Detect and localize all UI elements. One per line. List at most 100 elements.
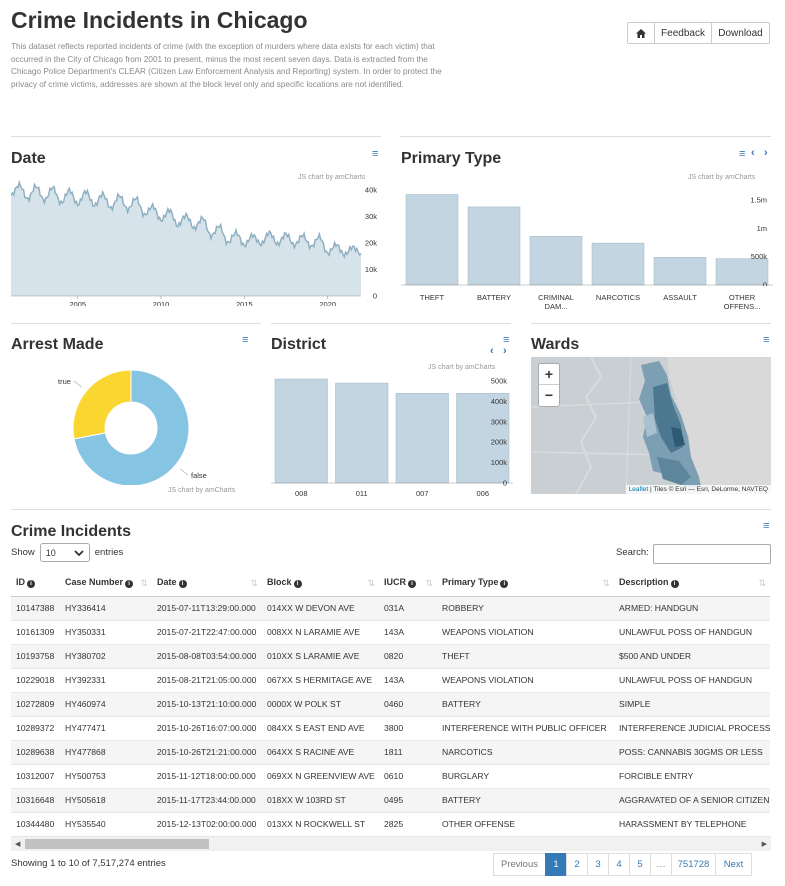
menu-icon[interactable]: ≡ (739, 148, 746, 160)
divider (11, 509, 771, 510)
menu-icon[interactable]: ≡ (763, 334, 770, 346)
table-cell: 10161309 (11, 619, 60, 644)
chevron-right-icon[interactable]: › (764, 147, 768, 159)
dataset-description: This dataset reflects reported incidents… (11, 42, 442, 89)
previous-page-button[interactable]: Previous (493, 853, 546, 876)
y-tick-label: 30k (365, 212, 377, 221)
scroll-left-icon[interactable]: ◀ (15, 841, 21, 848)
menu-icon[interactable]: ≡ (242, 334, 249, 346)
table-cell: HY380702 (60, 643, 152, 668)
home-icon (636, 28, 646, 38)
info-icon[interactable]: i (293, 580, 302, 589)
home-button[interactable] (627, 22, 655, 44)
y-tick-label: 40k (365, 186, 377, 195)
page-button[interactable]: 3 (587, 853, 609, 876)
chevron-right-icon[interactable]: › (503, 345, 507, 357)
sort-icon[interactable]: ⇅ (367, 578, 375, 588)
page-button[interactable]: 1 (545, 853, 567, 876)
column-header-label: Date (157, 577, 177, 588)
table-row[interactable]: 10147388 HY336414 2015-07-11T13:29:00.000 0… (11, 595, 770, 620)
feedback-button[interactable]: Feedback (654, 22, 712, 44)
column-header[interactable]: IUCR i ⇅ (379, 570, 437, 597)
sort-icon[interactable]: ⇅ (250, 578, 258, 588)
search-input[interactable] (653, 544, 771, 564)
table-cell: 031A (379, 595, 437, 620)
column-header[interactable]: Block i ⇅ (262, 570, 379, 597)
info-icon[interactable]: i (500, 580, 509, 589)
info-icon[interactable]: i (408, 580, 416, 589)
menu-icon[interactable]: ≡ (372, 148, 379, 160)
table-row[interactable]: 10193758 HY380702 2015-08-08T03:54:00.000 0… (11, 643, 770, 668)
chart-credit: JS chart by amCharts (298, 174, 366, 181)
chevron-left-icon[interactable]: ‹ (751, 147, 755, 159)
table-cell: WEAPONS VIOLATION (437, 667, 614, 692)
date-area-chart: 40k 30k 20k 10k 0 2005 2010 2015 2020 (11, 180, 377, 306)
table-cell: 2825 (379, 811, 437, 836)
page-button[interactable]: 2 (566, 853, 588, 876)
table-cell: UNLAWFUL POSS OF HANDGUN (614, 619, 770, 644)
leaflet-link[interactable]: Leaflet (628, 486, 649, 493)
column-header[interactable]: Case Number i ⇅ (60, 570, 152, 597)
divider (531, 323, 771, 324)
table-row[interactable]: 10289638 HY477868 2015-10-26T21:21:00.000 0… (11, 739, 770, 764)
table-cell: HY505618 (60, 787, 152, 812)
table-cell: 10193758 (11, 643, 60, 668)
scroll-right-icon[interactable]: ▶ (761, 841, 767, 848)
page-button[interactable]: 4 (608, 853, 630, 876)
wards-map[interactable]: + − Leaflet | Tiles © Esri — Esri, DeLor… (531, 357, 771, 494)
next-page-button[interactable]: Next (715, 853, 752, 876)
table-cell: 2015-10-13T21:10:00.000 (152, 691, 262, 716)
sort-icon[interactable]: ⇅ (602, 578, 610, 588)
table-scroll-area: ID i Case Number i ⇅ Date i ⇅ Block i ⇅ IUCR i ⇅ Prima… (11, 570, 771, 836)
table-row[interactable]: 10289372 HY477471 2015-10-26T16:07:00.000 0… (11, 715, 770, 740)
menu-icon[interactable]: ≡ (503, 334, 510, 346)
table-cell: HARASSMENT BY TELEPHONE (614, 811, 770, 836)
sort-icon[interactable]: ⇅ (758, 578, 766, 588)
column-header[interactable]: Primary Type i ⇅ (437, 570, 614, 597)
table-row[interactable]: 10229018 HY392331 2015-08-21T21:05:00.000 0… (11, 667, 770, 692)
column-header[interactable]: Date i ⇅ (152, 570, 262, 597)
table-cell: INTERFERENCE JUDICIAL PROCESS (614, 715, 770, 740)
menu-icon[interactable]: ≡ (763, 520, 770, 532)
y-tick-label: 1m (757, 224, 767, 233)
table-cell: 2015-11-17T23:44:00.000 (152, 787, 262, 812)
zoom-in-button[interactable]: + (539, 364, 559, 385)
table-cell: 10316648 (11, 787, 60, 812)
info-icon[interactable]: i (178, 580, 187, 589)
column-header[interactable]: ID i (11, 570, 60, 597)
info-icon[interactable]: i (670, 580, 679, 589)
table-row[interactable]: 10312007 HY500753 2015-11-12T18:00:00.000 0… (11, 763, 770, 788)
bar (591, 242, 645, 286)
bar (467, 206, 521, 286)
table-cell: 084XX S EAST END AVE (262, 715, 379, 740)
page-size-select[interactable]: 10 (39, 543, 90, 562)
info-icon[interactable]: i (27, 580, 35, 589)
page-button[interactable]: 5 (629, 853, 651, 876)
download-button[interactable]: Download (711, 22, 770, 44)
table-row[interactable]: 10316648 HY505618 2015-11-17T23:44:00.000 0… (11, 787, 770, 812)
sort-icon[interactable]: ⇅ (425, 578, 433, 588)
y-tick-label: 0 (763, 281, 767, 287)
sort-icon[interactable]: ⇅ (140, 578, 148, 588)
zoom-out-button[interactable]: − (544, 387, 554, 403)
table-cell: HY535540 (60, 811, 152, 836)
table-row[interactable]: 10344480 HY535540 2015-12-13T02:00:00.000 0… (11, 811, 770, 836)
horizontal-scrollbar[interactable]: ◀ ▶ (11, 836, 771, 851)
table-cell: 10289638 (11, 739, 60, 764)
info-icon[interactable]: i (125, 580, 134, 589)
column-header-label: Case Number (65, 577, 124, 588)
column-header[interactable]: Description i ⇅ (614, 570, 770, 597)
page-button[interactable]: 751728 (671, 853, 716, 876)
x-tick-label: 006 (476, 489, 489, 498)
scrollbar-thumb[interactable] (25, 839, 209, 849)
table-row[interactable]: 10161309 HY350331 2015-07-21T22:47:00.000 0… (11, 619, 770, 644)
chevron-left-icon[interactable]: ‹ (490, 345, 494, 357)
table-row[interactable]: 10272809 HY460974 2015-10-13T21:10:00.000 0… (11, 691, 770, 716)
table-cell: 2015-10-26T21:21:00.000 (152, 739, 262, 764)
y-tick-label: 500k (751, 252, 768, 261)
bar (395, 393, 449, 484)
table-cell: HY350331 (60, 619, 152, 644)
column-header-label: ID (16, 577, 25, 588)
show-label: Show (11, 547, 35, 558)
table-cell: 10272809 (11, 691, 60, 716)
